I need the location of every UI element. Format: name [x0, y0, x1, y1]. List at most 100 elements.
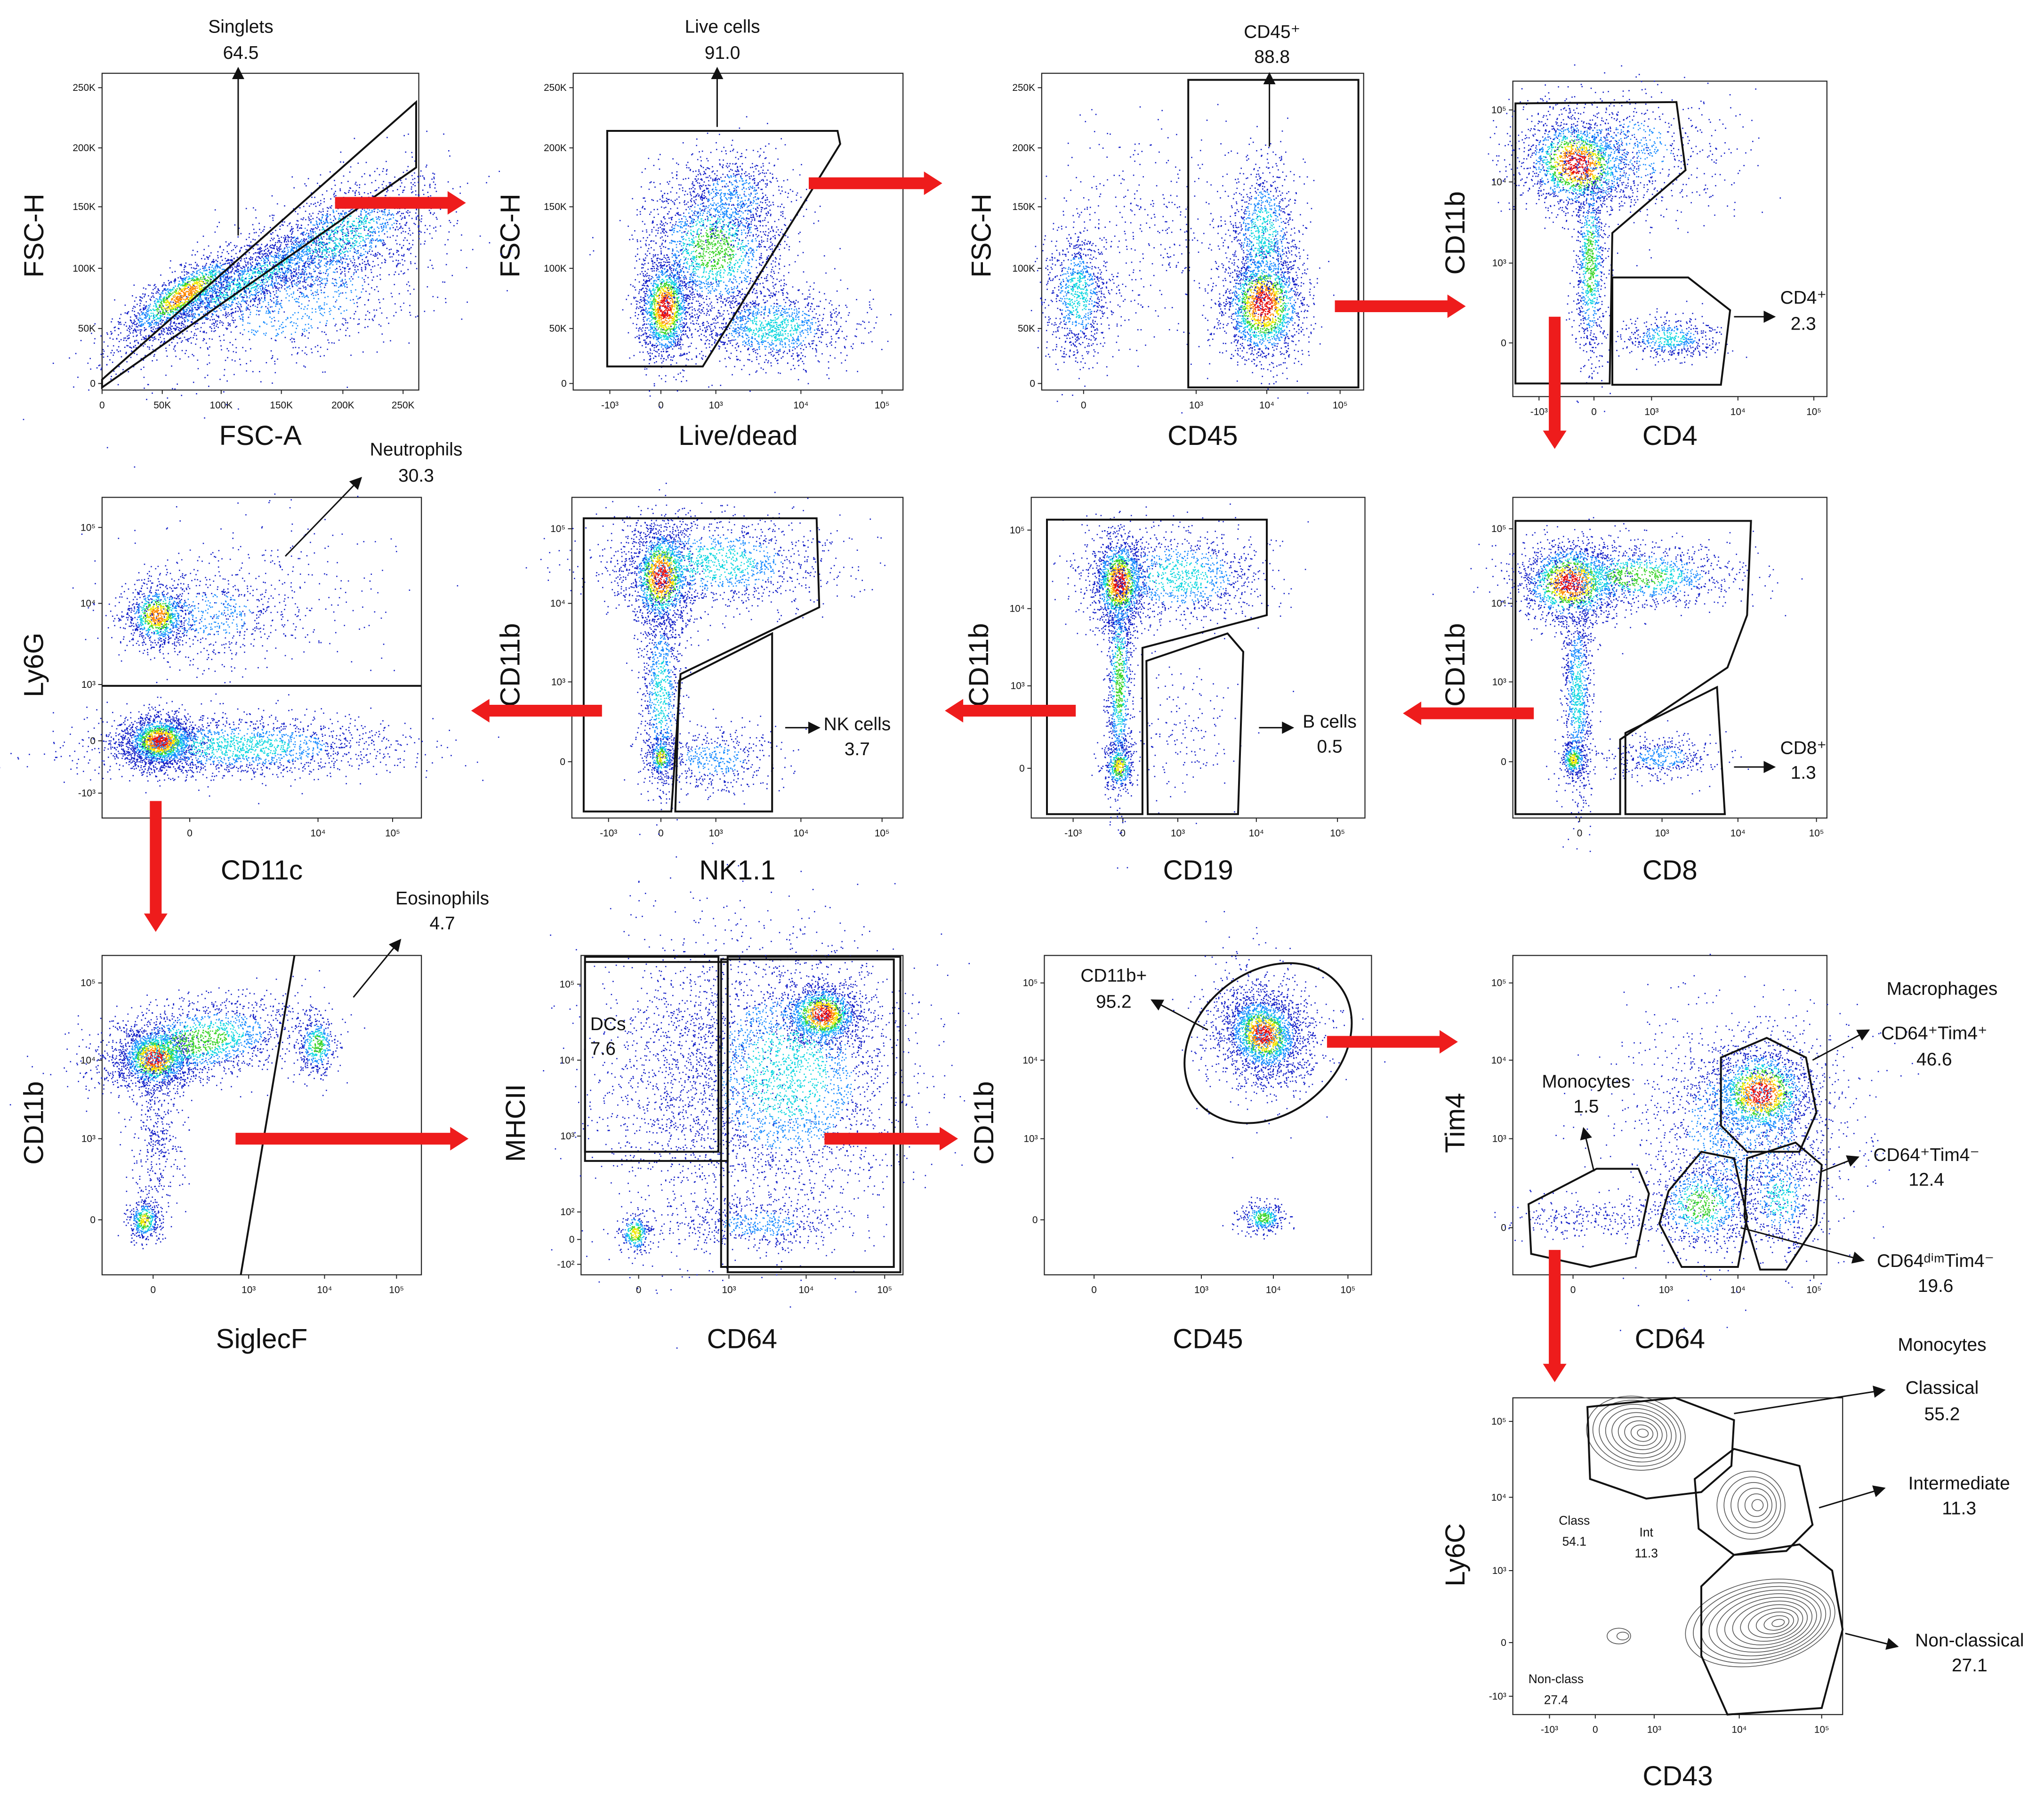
y-tick-label: 50K — [1018, 323, 1035, 334]
gate-callout-arrow — [1580, 1127, 1595, 1172]
non-classical-gate — [1700, 1543, 1844, 1716]
inner-gate-name: Class — [1559, 1514, 1590, 1528]
density-events — [673, 547, 755, 580]
plot-frame — [571, 497, 904, 819]
density-events — [312, 1035, 324, 1053]
gate-callout-arrow — [1819, 1485, 1886, 1508]
density-events — [632, 116, 821, 268]
density-events — [718, 999, 852, 1149]
density-events — [1585, 232, 1596, 293]
x-tick-label: 10⁴ — [1730, 828, 1746, 839]
y-tick-label: 0 — [1030, 379, 1035, 389]
gate-name-label: Monocytes — [1542, 1072, 1630, 1092]
y-tick-label: 0 — [1501, 1637, 1506, 1648]
x-tick-label: 0 — [1577, 828, 1583, 839]
x-tick-label: 10³ — [1647, 1725, 1661, 1735]
y-tick-label: 10⁴ — [1010, 604, 1025, 614]
density-events — [239, 267, 363, 337]
x-tick-label: 0 — [1081, 400, 1086, 411]
gate-value-label: 30.3 — [398, 466, 434, 486]
gate-name-label: Classical — [1906, 1378, 1979, 1398]
density-events — [614, 1207, 659, 1266]
gate-callout-arrow — [1151, 999, 1208, 1031]
y-tick-label: 10⁴ — [80, 1055, 96, 1066]
y-tick-label: 0 — [1501, 338, 1506, 348]
gate-name-label: CD64⁺Tim4⁺ — [1881, 1023, 1987, 1043]
arrow-nk-to-ly6g — [471, 699, 602, 723]
plot-panel-p12: 0 10³ 10⁴ 10⁵ 0 10³ 10⁴ 10⁵ CD64 Tim4 — [1440, 955, 1827, 1354]
density-events — [653, 660, 669, 728]
gate-name-label: B cells — [1303, 712, 1357, 732]
x-tick-label: 10³ — [1189, 400, 1203, 411]
x-tick-label: 10⁴ — [1732, 1725, 1747, 1735]
contour-level — [1716, 1470, 1786, 1540]
y-axis-label: FSC-H — [19, 194, 49, 277]
y-tick-label: 10⁴ — [550, 598, 565, 609]
x-tick-label: 10⁵ — [1330, 828, 1345, 839]
y-tick-label: 10³ — [1492, 258, 1506, 269]
y-tick-label: 0 — [90, 379, 96, 389]
gate-name-label: Singlets — [208, 17, 273, 37]
density-events — [654, 564, 669, 589]
density-events — [659, 296, 672, 319]
b-pos-gate — [1145, 632, 1245, 815]
x-tick-label: 0 — [187, 828, 193, 839]
contour-level — [1740, 1604, 1803, 1642]
gates — [101, 79, 1844, 1716]
y-tick-label: 10⁴ — [559, 1055, 574, 1066]
density-events — [118, 1189, 166, 1250]
nk-neg-gate — [582, 517, 821, 813]
plot-panel-p7: -10³ 0 10³ 10⁴ 10⁵ 0 10³ 10⁴ 10⁵ NK1.1 CD11b — [495, 497, 904, 886]
density-events — [1642, 326, 1696, 351]
y-tick-label: -10³ — [78, 788, 96, 799]
y-tick-label: 150K — [72, 202, 96, 212]
gate-name-label: CD8⁺ — [1780, 738, 1827, 758]
density-events — [1257, 1213, 1271, 1223]
plot-frame — [1512, 1397, 1843, 1715]
gate-value-label: 1.3 — [1791, 763, 1816, 783]
y-axis-label: CD11b — [964, 623, 994, 707]
density-events — [686, 745, 744, 774]
y-tick-label: 10³ — [1492, 677, 1506, 687]
density-p6 — [1052, 503, 1309, 869]
x-axis-label: CD8 — [1642, 855, 1698, 886]
y-tick-label: 0 — [1501, 757, 1506, 767]
density-events — [1233, 1003, 1294, 1066]
y-tick-label: 10⁵ — [560, 979, 575, 990]
y-tick-label: 100K — [1012, 263, 1035, 274]
y-axis-label: MHCII — [500, 1084, 531, 1162]
cd8-neg-gate — [1514, 520, 1752, 815]
gate-name-label: NK cells — [824, 714, 891, 734]
density-events — [1249, 285, 1278, 322]
arrow-cd19-to-nk — [945, 699, 1076, 723]
x-tick-label: 10⁵ — [1806, 1285, 1821, 1296]
density-events — [644, 730, 681, 790]
x-tick-label: 10⁴ — [1266, 1285, 1281, 1296]
monocyte-gate — [1527, 1168, 1650, 1268]
gate-value-label: 64.5 — [223, 43, 259, 63]
density-events — [1494, 1183, 1680, 1248]
x-tick-label: 10³ — [722, 1285, 736, 1296]
x-axis-label: CD19 — [1163, 855, 1233, 886]
density-events — [810, 1005, 835, 1025]
x-tick-label: 10³ — [709, 400, 723, 411]
density-events — [1639, 748, 1685, 767]
gate-callout-arrow — [1734, 1386, 1886, 1414]
gate-name-label: CD64⁺Tim4⁻ — [1873, 1145, 1979, 1165]
y-tick-label: 150K — [1012, 202, 1035, 212]
density-events — [1222, 1196, 1295, 1240]
arrow-cd8-to-cd19 — [1403, 701, 1534, 726]
x-tick-label: 10³ — [1194, 1285, 1208, 1296]
x-axis-label: CD64 — [1635, 1323, 1705, 1354]
x-tick-label: -10³ — [1530, 406, 1548, 417]
y-tick-label: 10³ — [81, 679, 96, 690]
density-p10 — [543, 807, 970, 1349]
plot-panel-p1: 0 50K 100K 150K 200K 250K 0 50K 100K 150K 200K 250K… — [19, 73, 419, 451]
x-tick-label: 10³ — [1655, 828, 1669, 839]
y-tick-label: 10⁵ — [1010, 525, 1025, 536]
contour-level — [1624, 1420, 1658, 1446]
density-p2 — [589, 116, 892, 408]
density-events — [1486, 517, 1668, 662]
x-tick-label: 0 — [1091, 1285, 1097, 1296]
plot-frame — [1512, 955, 1827, 1275]
